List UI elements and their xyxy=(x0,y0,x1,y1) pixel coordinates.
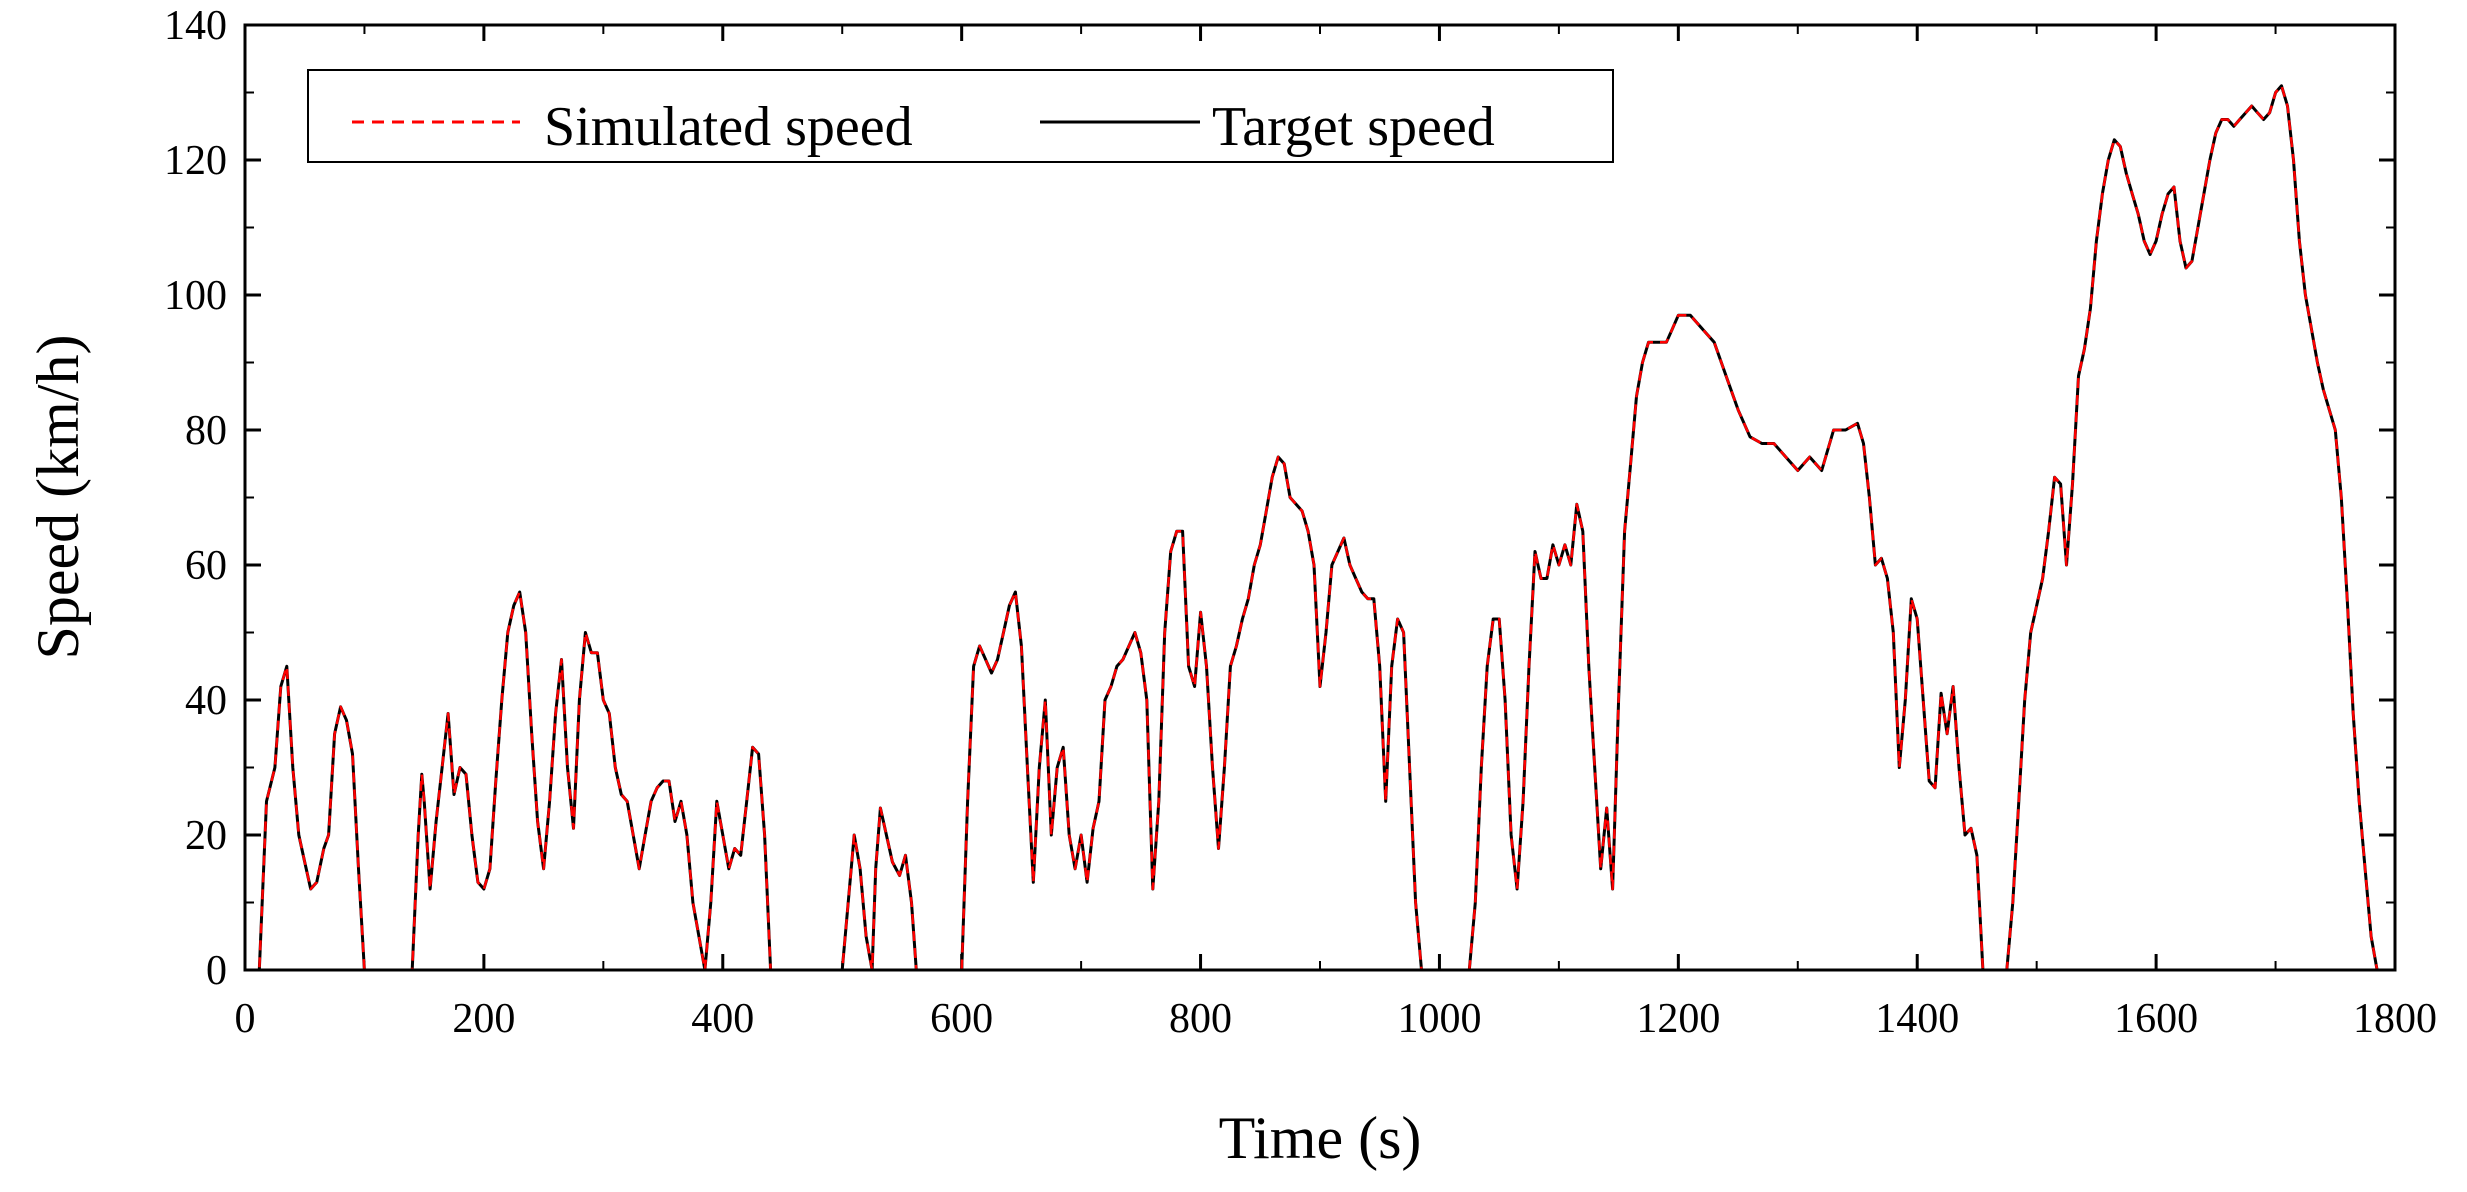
legend-target-label: Target speed xyxy=(1212,96,1495,158)
y-tick-label: 120 xyxy=(164,138,227,184)
x-tick-label: 400 xyxy=(691,996,754,1042)
legend-simulated-label: Simulated speed xyxy=(544,96,913,158)
y-tick-label: 60 xyxy=(185,543,227,589)
legend: Simulated speed Target speed xyxy=(307,69,1614,163)
x-axis-label: Time (s) xyxy=(1219,1105,1422,1171)
x-tick-label: 800 xyxy=(1169,996,1232,1042)
x-tick-label: 1400 xyxy=(1875,996,1959,1042)
y-tick-label: 140 xyxy=(164,3,227,49)
x-tick-label: 1000 xyxy=(1397,996,1481,1042)
tick-labels: 0 200 400 600 800 1000 1200 1400 1600 1800 0 20 40 60… xyxy=(164,3,2437,1042)
x-tick-label: 0 xyxy=(235,996,256,1042)
y-tick-label: 20 xyxy=(185,813,227,859)
legend-box xyxy=(307,69,1614,163)
y-tick-label: 40 xyxy=(185,678,227,724)
series-layer xyxy=(245,84,2379,972)
x-tick-label: 1600 xyxy=(2114,996,2198,1042)
y-tick-label: 0 xyxy=(206,948,227,994)
plot-frame xyxy=(243,23,2397,972)
x-tick-label: 200 xyxy=(452,996,515,1042)
y-tick-label: 80 xyxy=(185,408,227,454)
series-line-simulated-speed xyxy=(245,84,2379,972)
x-tick-label: 1800 xyxy=(2353,996,2437,1042)
y-tick-label: 100 xyxy=(164,273,227,319)
x-tick-label: 600 xyxy=(930,996,993,1042)
plot-background xyxy=(245,25,2395,970)
y-axis-label: Speed (km/h) xyxy=(25,335,91,660)
x-tick-label: 1200 xyxy=(1636,996,1720,1042)
